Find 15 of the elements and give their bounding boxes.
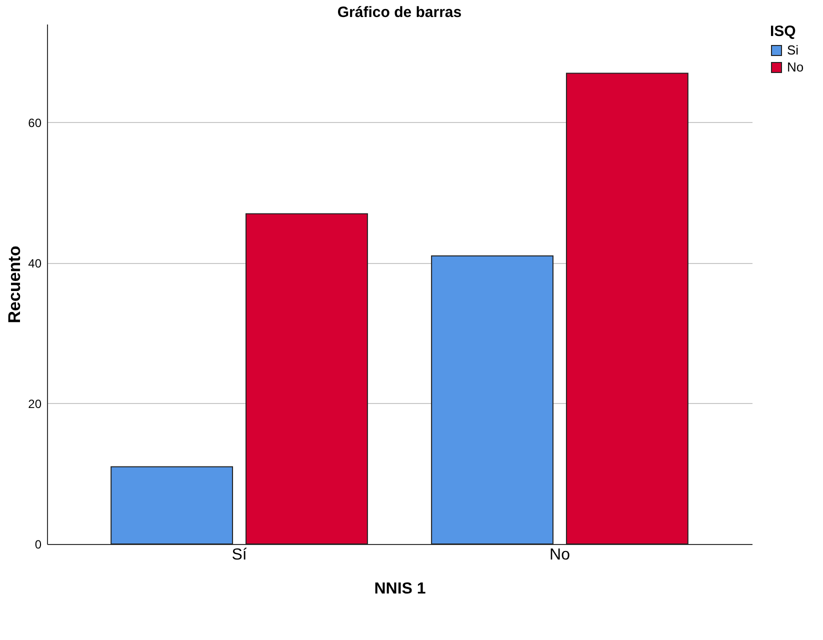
- y-axis-title: Recuento: [5, 246, 24, 324]
- legend-label: Si: [787, 42, 799, 58]
- bar: [246, 213, 368, 544]
- bar: [110, 466, 234, 544]
- y-tick-label: 60: [28, 116, 42, 130]
- x-axis-title: NNIS 1: [374, 580, 426, 598]
- bar: [431, 255, 554, 544]
- y-tick-label: 0: [34, 538, 42, 552]
- legend-label: No: [787, 60, 804, 74]
- bar: [566, 72, 688, 544]
- x-tick-label: Sí: [232, 546, 248, 564]
- legend-title: ISQ: [770, 23, 796, 40]
- y-tick-label: 40: [28, 256, 42, 270]
- y-tick-label: 20: [28, 396, 42, 411]
- chart-title: Gráfico de barras: [337, 4, 462, 21]
